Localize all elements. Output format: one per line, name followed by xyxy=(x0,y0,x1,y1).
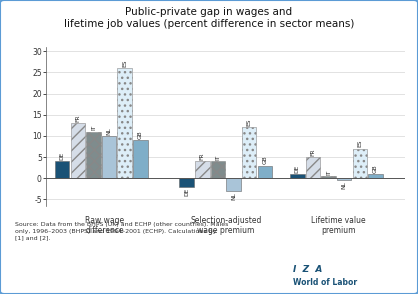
Text: ES: ES xyxy=(122,59,127,67)
Bar xyxy=(55,161,69,178)
Text: NL: NL xyxy=(107,127,112,135)
Text: NL: NL xyxy=(342,182,347,189)
Bar xyxy=(179,178,194,187)
Text: Raw wage
difference: Raw wage difference xyxy=(85,216,124,235)
Text: DE: DE xyxy=(184,188,189,196)
Text: FR: FR xyxy=(200,153,205,160)
Bar xyxy=(71,123,85,178)
Text: IT: IT xyxy=(215,155,220,160)
Text: NL: NL xyxy=(231,192,236,200)
Text: DE: DE xyxy=(295,165,300,173)
Text: Lifetime value
premium: Lifetime value premium xyxy=(311,216,366,235)
Text: Selection-adjusted
wage premium: Selection-adjusted wage premium xyxy=(190,216,261,235)
Text: IT: IT xyxy=(91,125,96,131)
Bar xyxy=(242,128,256,178)
Bar xyxy=(306,157,320,178)
Text: GB: GB xyxy=(373,164,378,173)
Bar xyxy=(195,161,209,178)
Bar xyxy=(257,166,272,178)
Text: FR: FR xyxy=(75,114,80,122)
Text: ES: ES xyxy=(247,119,252,126)
Text: World of Labor: World of Labor xyxy=(293,278,357,287)
Bar xyxy=(117,68,132,178)
Text: Public-private gap in wages and
lifetime job values (percent difference in secto: Public-private gap in wages and lifetime… xyxy=(64,7,354,29)
Bar xyxy=(226,178,241,191)
Bar xyxy=(337,178,352,181)
Bar xyxy=(102,136,116,178)
Bar xyxy=(321,176,336,178)
Text: ES: ES xyxy=(357,140,362,147)
Bar xyxy=(290,174,305,178)
Text: GB: GB xyxy=(138,130,143,139)
Text: IT: IT xyxy=(326,170,331,175)
Text: I  Z  A: I Z A xyxy=(293,265,322,274)
Bar xyxy=(86,132,101,178)
Text: DE: DE xyxy=(60,152,65,160)
Text: FR: FR xyxy=(311,148,316,156)
Text: Source: Data from the BHPS (UK) and ECHP (other countries). Males
only, 1996–200: Source: Data from the BHPS (UK) and ECHP… xyxy=(15,222,228,240)
Bar xyxy=(133,140,148,178)
Bar xyxy=(368,174,382,178)
Bar xyxy=(352,149,367,178)
Bar xyxy=(211,161,225,178)
Text: GB: GB xyxy=(262,156,267,164)
